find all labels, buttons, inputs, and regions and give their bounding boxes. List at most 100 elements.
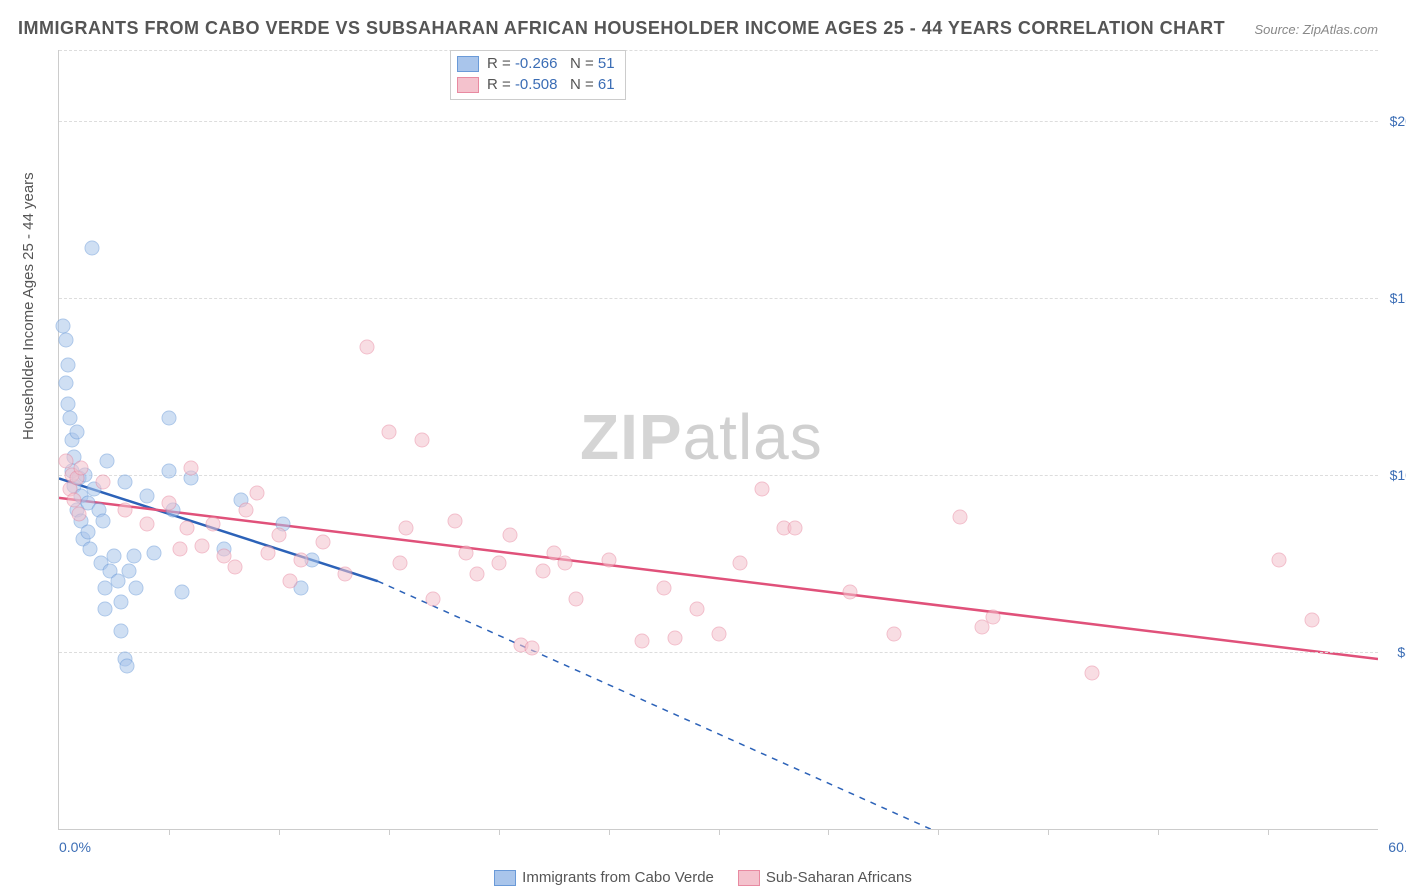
- marker-subsaharan: [953, 510, 968, 525]
- legend-swatch: [494, 870, 516, 886]
- marker-subsaharan: [425, 591, 440, 606]
- marker-cabo-verde: [95, 513, 110, 528]
- x-tick: [938, 829, 939, 835]
- x-tick: [1158, 829, 1159, 835]
- marker-cabo-verde: [58, 375, 73, 390]
- series-legend-label: Immigrants from Cabo Verde: [522, 869, 714, 886]
- marker-cabo-verde: [60, 397, 75, 412]
- x-tick: [828, 829, 829, 835]
- grid-line: [59, 50, 1378, 51]
- marker-subsaharan: [282, 574, 297, 589]
- marker-cabo-verde: [58, 333, 73, 348]
- marker-subsaharan: [447, 513, 462, 528]
- marker-cabo-verde: [100, 453, 115, 468]
- marker-subsaharan: [1305, 613, 1320, 628]
- legend-r-n: R = -0.266 N = 51: [487, 55, 615, 72]
- marker-cabo-verde: [113, 595, 128, 610]
- y-tick-label: $50,000: [1378, 644, 1406, 660]
- marker-cabo-verde: [128, 581, 143, 596]
- marker-subsaharan: [271, 528, 286, 543]
- marker-subsaharan: [139, 517, 154, 532]
- marker-subsaharan: [491, 556, 506, 571]
- marker-cabo-verde: [139, 489, 154, 504]
- marker-subsaharan: [689, 602, 704, 617]
- series-legend-item: Immigrants from Cabo Verde: [494, 869, 714, 886]
- marker-subsaharan: [1272, 552, 1287, 567]
- marker-subsaharan: [887, 627, 902, 642]
- y-tick-label: $150,000: [1378, 290, 1406, 306]
- y-tick-label: $200,000: [1378, 113, 1406, 129]
- marker-cabo-verde: [175, 584, 190, 599]
- plot-area: $50,000$100,000$150,000$200,0000.0%60.0%: [58, 50, 1378, 830]
- legend-row: R = -0.266 N = 51: [457, 55, 615, 72]
- x-tick-label-min: 0.0%: [59, 839, 91, 855]
- marker-cabo-verde: [161, 411, 176, 426]
- grid-line: [59, 475, 1378, 476]
- marker-subsaharan: [634, 634, 649, 649]
- marker-subsaharan: [399, 521, 414, 536]
- trend-line: [378, 581, 939, 829]
- legend-swatch: [738, 870, 760, 886]
- grid-line: [59, 121, 1378, 122]
- marker-subsaharan: [601, 552, 616, 567]
- marker-subsaharan: [293, 552, 308, 567]
- marker-subsaharan: [667, 630, 682, 645]
- grid-line: [59, 652, 1378, 653]
- series-legend-item: Sub-Saharan Africans: [738, 869, 912, 886]
- marker-cabo-verde: [161, 464, 176, 479]
- legend-row: R = -0.508 N = 61: [457, 76, 615, 93]
- marker-subsaharan: [249, 485, 264, 500]
- marker-subsaharan: [733, 556, 748, 571]
- x-tick: [609, 829, 610, 835]
- marker-subsaharan: [117, 503, 132, 518]
- marker-subsaharan: [414, 432, 429, 447]
- chart-title: IMMIGRANTS FROM CABO VERDE VS SUBSAHARAN…: [18, 18, 1225, 39]
- marker-subsaharan: [359, 340, 374, 355]
- x-tick: [169, 829, 170, 835]
- legend-swatch: [457, 56, 479, 72]
- marker-subsaharan: [469, 567, 484, 582]
- marker-subsaharan: [568, 591, 583, 606]
- marker-subsaharan: [315, 535, 330, 550]
- marker-subsaharan: [205, 517, 220, 532]
- marker-cabo-verde: [106, 549, 121, 564]
- grid-line: [59, 298, 1378, 299]
- marker-cabo-verde: [98, 602, 113, 617]
- marker-cabo-verde: [69, 425, 84, 440]
- marker-cabo-verde: [82, 542, 97, 557]
- legend-r-n: R = -0.508 N = 61: [487, 76, 615, 93]
- y-axis-label: Householder Income Ages 25 - 44 years: [20, 172, 37, 440]
- series-legend: Immigrants from Cabo Verde Sub-Saharan Af…: [0, 869, 1406, 886]
- marker-subsaharan: [227, 559, 242, 574]
- marker-subsaharan: [656, 581, 671, 596]
- y-tick-label: $100,000: [1378, 467, 1406, 483]
- series-legend-label: Sub-Saharan Africans: [766, 869, 912, 886]
- marker-subsaharan: [183, 460, 198, 475]
- marker-subsaharan: [502, 528, 517, 543]
- marker-cabo-verde: [113, 623, 128, 638]
- marker-subsaharan: [67, 492, 82, 507]
- marker-subsaharan: [392, 556, 407, 571]
- marker-cabo-verde: [56, 319, 71, 334]
- marker-subsaharan: [58, 453, 73, 468]
- marker-cabo-verde: [84, 241, 99, 256]
- marker-subsaharan: [524, 641, 539, 656]
- x-tick: [1268, 829, 1269, 835]
- trend-lines-svg: [59, 50, 1378, 829]
- marker-subsaharan: [788, 521, 803, 536]
- marker-subsaharan: [71, 506, 86, 521]
- marker-subsaharan: [381, 425, 396, 440]
- marker-cabo-verde: [117, 474, 132, 489]
- marker-subsaharan: [711, 627, 726, 642]
- x-tick: [499, 829, 500, 835]
- marker-subsaharan: [194, 538, 209, 553]
- marker-subsaharan: [337, 567, 352, 582]
- legend-swatch: [457, 77, 479, 93]
- marker-subsaharan: [755, 482, 770, 497]
- marker-subsaharan: [843, 584, 858, 599]
- marker-subsaharan: [260, 545, 275, 560]
- marker-subsaharan: [172, 542, 187, 557]
- x-tick: [279, 829, 280, 835]
- marker-subsaharan: [557, 556, 572, 571]
- correlation-legend: R = -0.266 N = 51 R = -0.508 N = 61: [450, 50, 626, 100]
